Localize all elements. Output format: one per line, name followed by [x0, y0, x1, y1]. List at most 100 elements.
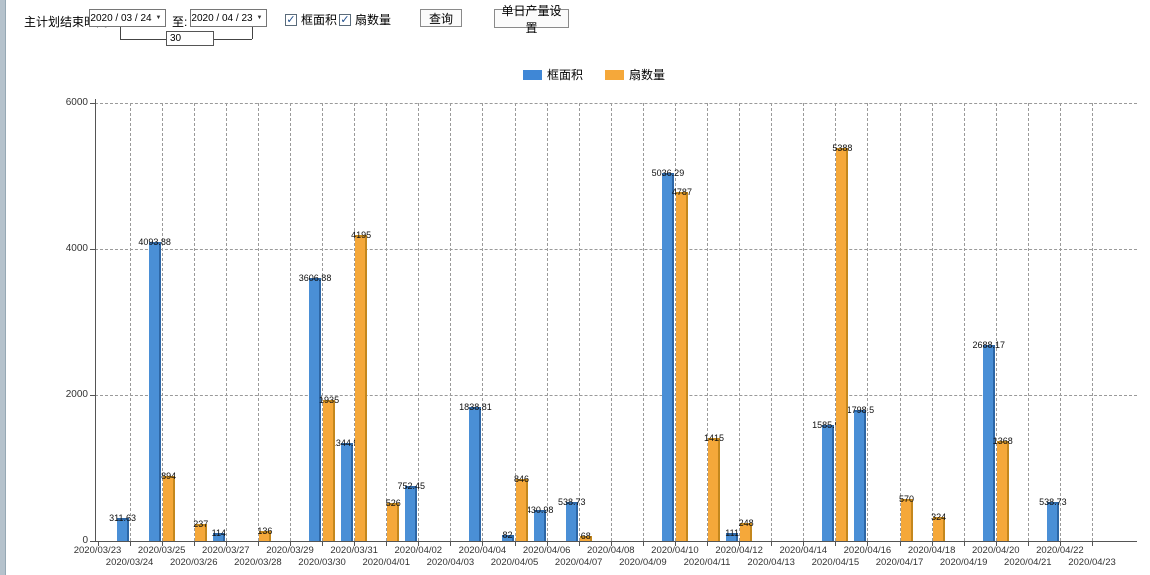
x-axis-label: 2020/04/12 [715, 545, 763, 556]
bar-frame-area [1046, 501, 1059, 541]
bar-value-label: 82 [502, 530, 513, 540]
x-tick [161, 542, 163, 546]
x-gridline [674, 103, 676, 541]
x-gridline [354, 103, 356, 541]
connector-line [120, 39, 166, 40]
bar-value-label: 430.98 [525, 504, 554, 515]
x-tick [867, 542, 869, 546]
query-button[interactable]: 查询 [420, 9, 462, 27]
x-gridline [1092, 103, 1093, 541]
y-axis-label: 6000 [65, 97, 88, 108]
x-gridline [771, 103, 773, 541]
y-tick [90, 541, 95, 542]
x-tick [546, 542, 548, 546]
x-axis-label: 2020/03/30 [298, 557, 346, 568]
x-axis-label: 2020/03/26 [169, 557, 218, 568]
bar-value-label: 526 [385, 497, 401, 508]
x-tick [1059, 542, 1061, 546]
x-tick [257, 542, 259, 546]
x-tick [610, 542, 612, 546]
x-gridline [546, 103, 548, 541]
bar-fan-count [900, 499, 913, 541]
y-gridline [95, 103, 1137, 104]
bar-value-label: 136 [257, 526, 273, 537]
date-to-picker[interactable]: 2020 / 04 / 23 ▼ [190, 9, 267, 27]
bar-fan-count [258, 531, 271, 541]
x-gridline [193, 103, 195, 541]
x-axis-label: 2020/03/23 [73, 545, 122, 556]
x-gridline [482, 103, 484, 541]
x-gridline [1059, 103, 1061, 541]
date-from-picker[interactable]: 2020 / 03 / 24 ▼ [89, 9, 166, 27]
bar-value-label: 1585.96 [812, 420, 845, 431]
x-axis-label: 2020/04/14 [779, 545, 828, 556]
checkbox-frame-area[interactable]: ✓ 框面积 [285, 11, 337, 28]
legend-item-frame-area: 框面积 [523, 66, 583, 83]
bar-fan-count [708, 437, 721, 541]
bar-fan-count [932, 517, 945, 541]
connector-line [214, 39, 252, 40]
x-tick [931, 542, 933, 546]
x-tick [578, 542, 580, 546]
bar-frame-area [309, 277, 322, 541]
bar-fan-count [387, 502, 400, 541]
bar-frame-area [661, 173, 674, 541]
y-axis-label: 4000 [65, 243, 88, 254]
bar-frame-area [148, 242, 161, 541]
y-gridline [95, 395, 1137, 396]
bar-fan-count [740, 522, 753, 541]
x-gridline [418, 103, 420, 541]
x-tick [739, 542, 741, 546]
x-tick [963, 542, 965, 546]
bar-fan-count [996, 441, 1009, 541]
bar-value-label: 311.63 [109, 513, 137, 524]
x-tick [1027, 542, 1029, 546]
legend-item-fan-count: 扇数量 [605, 66, 665, 83]
x-axis-label: 2020/03/27 [202, 545, 250, 556]
x-axis-label: 2020/04/07 [554, 557, 603, 568]
bar-value-label: 538.73 [1039, 496, 1067, 507]
x-tick [289, 542, 291, 546]
x-tick [674, 542, 676, 546]
x-tick [803, 542, 805, 546]
chevron-down-icon[interactable]: ▼ [155, 15, 162, 21]
x-gridline [963, 103, 965, 541]
bar-value-label: 1368 [992, 436, 1013, 447]
legend-swatch-fan-count [605, 69, 625, 80]
x-axis-label: 2020/04/13 [747, 557, 795, 568]
x-gridline [289, 103, 291, 541]
x-gridline [739, 103, 741, 541]
bar-frame-area [565, 501, 578, 541]
x-gridline [707, 103, 709, 541]
x-tick [835, 542, 837, 546]
connector-line [120, 27, 121, 39]
x-axis-label: 2020/04/02 [394, 545, 443, 556]
x-gridline [931, 103, 933, 541]
bar-frame-area [341, 442, 354, 541]
bar-fan-count [579, 536, 592, 541]
y-tick [90, 103, 95, 104]
x-axis-label: 2020/04/01 [362, 557, 410, 568]
x-axis-label: 2020/04/23 [1068, 557, 1116, 568]
bar-value-label: 68 [580, 531, 591, 542]
x-gridline [1027, 103, 1029, 541]
bar-value-label: 1838.81 [459, 401, 492, 412]
bar-value-label: 752.45 [397, 481, 426, 492]
x-axis-label: 2020/04/09 [619, 557, 667, 568]
checkbox-fan-count[interactable]: ✓ 扇数量 [339, 11, 391, 28]
bar-frame-area [501, 535, 514, 541]
bar-frame-area [726, 532, 739, 541]
x-gridline [257, 103, 259, 541]
x-gridline [803, 103, 805, 541]
bar-frame-area [405, 486, 418, 541]
bar-value-label: 111 [725, 527, 739, 538]
bar-value-label: 324 [931, 512, 947, 523]
x-axis-label: 2020/04/10 [651, 545, 699, 556]
interval-days-input[interactable]: 30 [166, 31, 214, 46]
chevron-down-icon[interactable]: ▼ [256, 15, 263, 21]
y-tick [90, 395, 95, 396]
bar-frame-area [533, 509, 546, 541]
x-axis-label: 2020/04/19 [939, 557, 988, 568]
x-axis-label: 2020/04/20 [971, 545, 1020, 556]
bar-frame-area [116, 518, 129, 541]
